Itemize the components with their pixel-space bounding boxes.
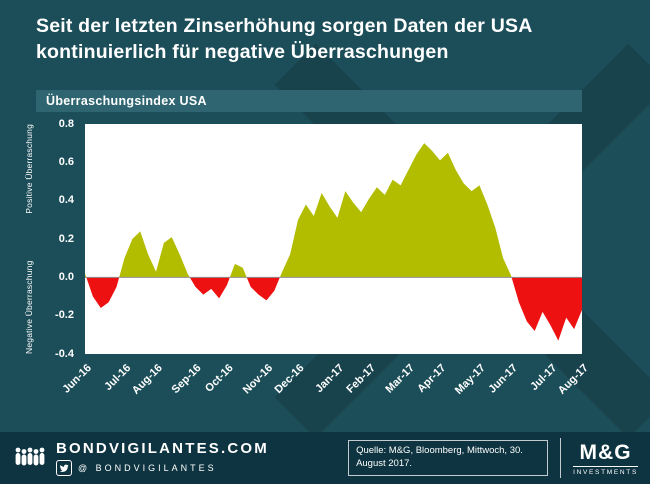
negative-surprise-area [86,277,582,341]
footer-divider [560,438,562,478]
footer: BONDVIGILANTES.COM @ BONDVIGILANTES Quel… [0,432,650,484]
x-tick-label: Apr-17 [415,362,449,396]
x-tick-label: Jun-17 [485,362,520,396]
chart-plot-area [85,124,582,354]
mg-logo-subtitle: INVESTMENTS [573,465,638,476]
x-axis: Jun-16 Jul-16 Aug-16 Sep-16 Oct-16 Nov-16 Dec-… [60,356,591,406]
y-axis-title-negative: Negative Überraschung [24,260,34,355]
chart-title-label: Überraschungsindex USA [46,94,207,108]
x-tick-label: May-17 [453,362,488,397]
x-tick-label: Jun-16 [59,362,94,396]
y-tick-label: 0.4 [58,194,74,207]
source-note: Quelle: M&G, Bloomberg, Mittwoch, 30. Au… [348,440,549,476]
x-tick-label: Oct-16 [202,362,236,395]
y-axis-title-positive: Positive Überraschung [24,124,34,214]
page-title-line1: Seit der letzten Zinserhöhung sorgen Dat… [36,15,533,37]
chart-title-bar: Überraschungsindex USA [36,90,582,112]
y-tick-label: 0.8 [58,117,74,130]
y-tick-label: -0.4 [55,347,74,360]
twitter-handle[interactable]: @ BONDVIGILANTES [78,463,217,473]
page-title-line2: kontinuierlich für negative Überraschung… [36,40,449,63]
y-tick-label: -0.2 [55,309,74,322]
mg-logo: M&G INVESTMENTS [573,441,638,476]
crowd-icon [15,447,45,466]
brand-block: BONDVIGILANTES.COM @ BONDVIGILANTES [12,440,348,476]
x-tick-label: Sep-16 [169,362,204,396]
x-tick-label: Mar-17 [383,362,417,396]
y-tick-label: 0.2 [58,232,74,245]
x-tick-label: Nov-16 [240,362,275,397]
twitter-row: @ BONDVIGILANTES [56,460,269,476]
x-tick-label: Aug-16 [129,362,165,397]
mg-logo-title: M&G [579,440,632,464]
brand-text: BONDVIGILANTES.COM @ BONDVIGILANTES [56,440,269,476]
x-tick-label: Feb-17 [343,362,378,396]
y-axis-title: Negative Überraschung Positive Überrasch… [24,124,36,354]
twitter-icon[interactable] [56,460,72,476]
x-tick-label: Jan-17 [312,362,346,396]
surprise-index-chart [85,143,582,341]
x-tick-label: Dec-16 [272,362,307,396]
positive-surprise-area [85,143,582,278]
y-tick-label: 0.0 [58,270,74,283]
x-tick-label: Jul-17 [527,362,559,393]
y-axis: 0.8 0.6 0.4 0.2 0.0 -0.2 -0.4 [36,118,80,360]
page-title: Seit der letzten Zinserhöhung sorgen Dat… [36,14,622,65]
site-link[interactable]: BONDVIGILANTES.COM [56,440,269,457]
x-tick-label: Jul-16 [101,362,133,393]
y-tick-label: 0.6 [58,155,74,168]
